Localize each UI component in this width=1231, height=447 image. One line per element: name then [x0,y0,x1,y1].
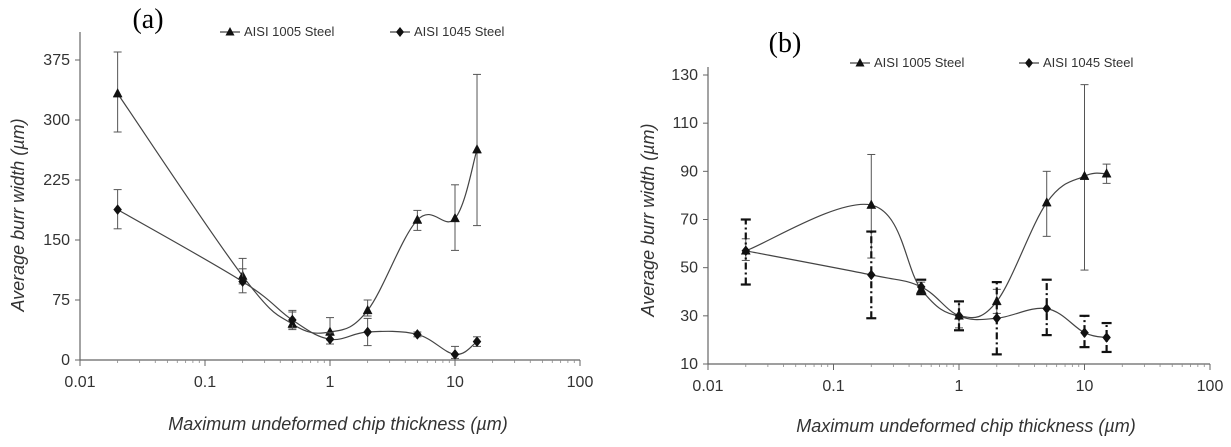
x-tick-label: 1 [326,374,335,391]
series-line [745,172,1107,319]
panel-label: (a) [132,4,163,35]
data-point-triangle [412,214,423,224]
error-bar [954,300,964,332]
legend-label: AISI 1005 Steel [244,24,334,39]
data-point-triangle [362,304,373,315]
data-point-diamond [916,281,926,293]
y-tick-label: 300 [43,112,70,129]
x-tick-label: 1 [955,378,964,395]
y-tick-label: 70 [680,212,698,229]
data-point-triangle [1079,170,1090,180]
data-point-diamond [1102,332,1111,343]
panel-label: (b) [769,28,802,59]
data-point-diamond [1080,327,1089,339]
data-point-diamond [238,276,247,288]
y-tick-label: 90 [680,163,698,180]
data-point-diamond [413,328,422,340]
error-bar [1041,278,1052,337]
series-triangle [112,51,482,341]
y-tick-label: 375 [43,52,70,69]
x-axis-title: Maximum undeformed chip thickness (µm) [796,416,1135,436]
series-diamond [113,189,482,360]
legend-entry: AISI 1005 Steel [850,55,964,70]
y-tick-label: 30 [680,308,698,325]
data-point-triangle [450,212,460,223]
data-point-diamond [866,269,876,281]
x-tick-label: 100 [567,374,594,391]
y-tick-label: 10 [680,356,698,373]
y-tick-label: 50 [680,260,698,277]
x-tick-label: 10 [1076,378,1094,395]
legend-marker-triangle [225,27,235,36]
data-point-diamond [741,245,751,257]
legend-marker-diamond [1025,58,1033,68]
data-point-diamond [450,348,460,360]
error-bar [866,230,877,320]
y-axis-title: Average burr width (µm) [8,118,28,312]
chart-panel-1: (a) 0.01 0.1 1 10 100 0 75 150 225 300 375 Maximum u… [8,4,593,434]
legend-entry: AISI 1005 Steel [220,24,334,39]
data-point-triangle [1041,197,1052,207]
x-tick-label: 0.01 [692,378,723,395]
error-bar [1101,321,1112,354]
y-tick-label: 150 [43,232,70,249]
y-axis-title: Average burr width (µm) [638,123,658,317]
x-tick-label: 100 [1197,378,1224,395]
y-tick-label: 130 [671,67,698,84]
y-tick-label: 225 [43,172,70,189]
data-point-triangle [472,144,482,154]
x-tick-label: 0.1 [194,374,216,391]
y-tick-label: 75 [52,292,70,309]
data-point-triangle [112,88,123,98]
data-point-diamond [288,314,297,326]
data-point-diamond [992,312,1002,324]
series-triangle [740,84,1112,329]
y-tick-label: 110 [672,115,698,132]
data-point-triangle [866,199,877,209]
legend-marker-diamond [396,27,404,37]
data-point-diamond [954,310,964,322]
chart-panel-2: (b)0.01 0.1 1 10 1001030507090110130Maximum … [638,28,1223,436]
x-tick-label: 10 [446,374,464,391]
data-point-diamond [1042,303,1052,315]
data-point-diamond [325,333,335,345]
legend-label: AISI 1005 Steel [874,55,964,70]
series-line [745,250,1107,339]
legend-label: AISI 1045 Steel [414,24,504,39]
legend-label: AISI 1045 Steel [1043,55,1133,70]
x-tick-label: 0.01 [64,374,95,391]
x-tick-label: 0.1 [822,378,844,395]
legend-marker-triangle [855,58,865,67]
data-point-diamond [113,204,122,216]
legend-entry: AISI 1045 Steel [1019,55,1133,70]
data-point-diamond [363,326,372,338]
series-diamond [740,218,1112,356]
y-tick-label: 0 [61,352,70,369]
series-line [117,93,478,334]
data-point-diamond [472,336,482,348]
x-axis-title: Maximum undeformed chip thickness (µm) [168,414,507,434]
series-line [117,209,478,356]
legend-entry: AISI 1045 Steel [390,24,504,39]
data-point-triangle [1101,168,1112,178]
